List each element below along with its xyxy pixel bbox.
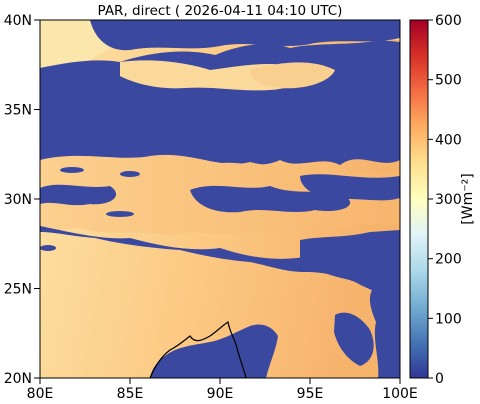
lat-tick-label: 40N — [4, 13, 32, 29]
colorbar-gradient — [409, 19, 429, 379]
colorbar-tick-label: 200 — [435, 252, 462, 268]
lon-tick-label: 90E — [207, 386, 234, 402]
lat-tick-label: 30N — [4, 192, 32, 208]
clear-patch-northeast — [250, 62, 335, 89]
cloud-patch-bay — [150, 324, 278, 378]
colorbar-tick-label: 300 — [435, 192, 462, 208]
map-title: PAR, direct ( 2026-04-11 04:10 UTC) — [98, 3, 343, 19]
colorbar: 0 100 200 300 400 500 600 [Wm⁻²] — [409, 13, 476, 387]
lon-tick-label: 95E — [297, 386, 324, 402]
colorbar-tick-label: 0 — [435, 371, 444, 387]
lon-tick-label: 80E — [27, 386, 54, 402]
lon-tick-label: 85E — [117, 386, 144, 402]
colorbar-tick-label: 500 — [435, 73, 462, 89]
lat-axis: 20N 25N 30N 35N 40N — [4, 13, 40, 387]
cloud-streak-plateau-2 — [190, 185, 351, 213]
cloud-cells-west — [40, 123, 165, 251]
colorbar-tick-label: 100 — [435, 311, 462, 327]
lon-axis: 80E 85E 90E 95E 100E — [27, 378, 418, 402]
lat-tick-label: 20N — [4, 371, 32, 387]
colorbar-tick-label: 600 — [435, 13, 462, 29]
lon-tick-label: 100E — [382, 386, 418, 402]
lat-tick-label: 25N — [4, 282, 32, 298]
colorbar-label: [Wm⁻²] — [460, 173, 476, 224]
cloud-patch-southeast — [334, 312, 374, 366]
cloud-streak-plateau-1 — [40, 184, 117, 206]
cloud-patch-far-southeast — [369, 288, 400, 378]
coastline — [149, 320, 247, 378]
cloud-mass-east — [300, 230, 400, 300]
colorbar-tick-label: 400 — [435, 132, 462, 148]
lat-tick-label: 35N — [4, 103, 32, 119]
cloud-band-himalaya — [40, 226, 400, 300]
cloud-streak-plateau-3 — [300, 174, 400, 201]
map-plot-area — [40, 20, 400, 378]
cloud-patch-top — [90, 20, 400, 51]
